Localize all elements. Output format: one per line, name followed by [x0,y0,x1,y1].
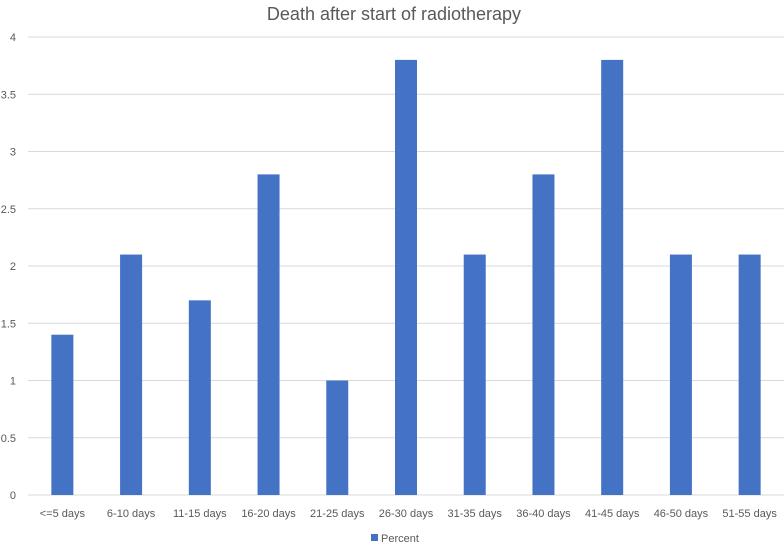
legend-label-percent: Percent [381,533,419,545]
x-tick-label: 21-25 days [310,508,365,520]
bar [532,174,555,495]
chart-title: Death after start of radiotherapy [267,4,521,24]
bar [188,300,211,495]
bar [257,174,280,495]
y-tick-label: 2.5 [1,204,16,216]
bar [51,334,74,495]
y-tick-label: 4 [10,32,16,44]
bars [51,59,761,496]
legend: Percent [371,533,419,545]
x-axis-ticks: <=5 days 6-10 days 11-15 days 16-20 days 21-… [40,508,778,520]
legend-swatch-percent [371,534,378,541]
bar [669,254,692,495]
y-tick-label: 0.5 [1,433,16,445]
y-tick-label: 3 [10,147,16,159]
x-tick-label: 51-55 days [722,508,777,520]
bar [120,254,143,495]
bar [601,59,624,496]
x-tick-label: <=5 days [40,508,86,520]
x-tick-label: 31-35 days [448,508,503,520]
x-tick-label: 46-50 days [654,508,709,520]
bar [395,59,417,496]
x-tick-label: 11-15 days [173,508,227,520]
y-tick-label: 1.5 [1,318,16,330]
y-tick-label: 3.5 [1,89,16,101]
y-tick-label: 0 [10,490,16,502]
bar [326,380,349,495]
y-axis-ticks: 0 0.5 1 1.5 2 2.5 3 3.5 4 [1,32,16,502]
x-tick-label: 6-10 days [107,508,156,520]
y-tick-label: 2 [10,261,16,273]
x-tick-label: 41-45 days [585,508,640,520]
bar [738,254,761,495]
x-tick-label: 26-30 days [379,508,434,520]
x-tick-label: 36-40 days [516,508,571,520]
x-tick-label: 16-20 days [241,508,296,520]
y-tick-label: 1 [10,376,16,388]
bar [463,254,486,495]
